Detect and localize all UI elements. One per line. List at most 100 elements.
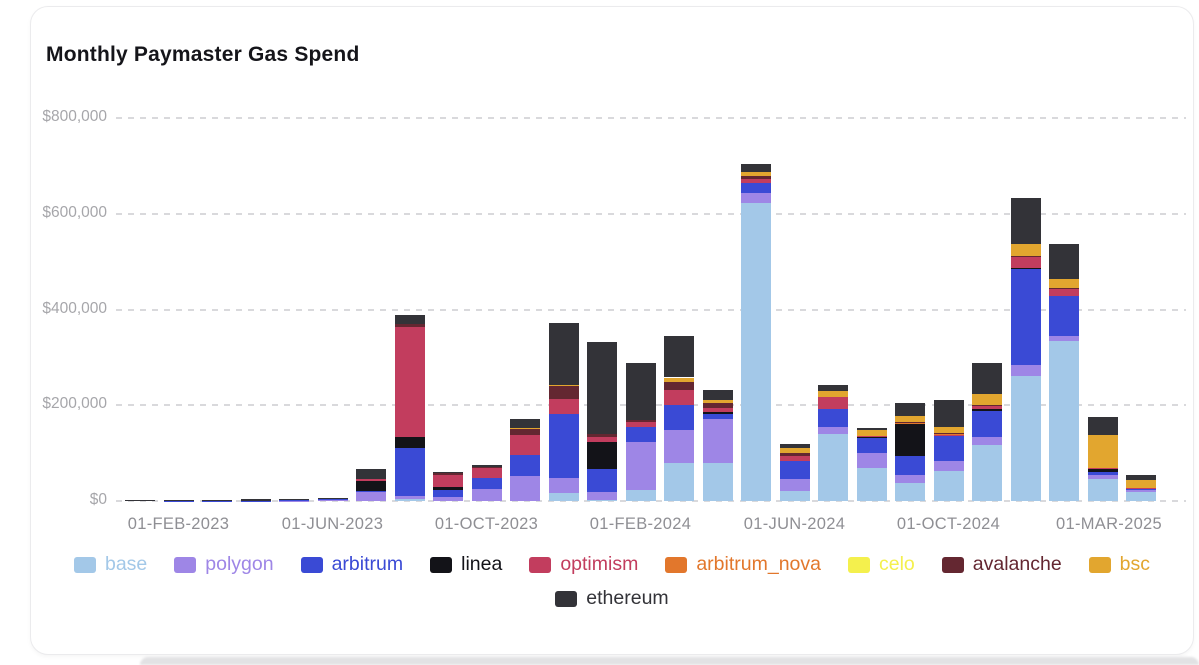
- bar-segment-ethereum[interactable]: [702, 390, 733, 400]
- bar-segment-arbitrum[interactable]: [1087, 471, 1118, 475]
- bar-segment-ethereum[interactable]: [394, 315, 425, 325]
- bar-segment-bsc[interactable]: [895, 415, 925, 422]
- bar-segment-ethereum[interactable]: [125, 500, 155, 501]
- legend-item-bsc[interactable]: bsc: [1088, 553, 1150, 576]
- bar-segment-base[interactable]: [779, 490, 810, 501]
- bar-segment-arbitrum[interactable]: [471, 477, 502, 490]
- bar-segment-bsc[interactable]: [972, 393, 1002, 405]
- bar-segment-linea[interactable]: [587, 441, 617, 470]
- bar-segment-ethereum[interactable]: [818, 384, 848, 392]
- legend-item-avalanche[interactable]: avalanche: [941, 553, 1062, 576]
- bar-segment-ethereum[interactable]: [471, 464, 502, 467]
- bar-segment-arbitrum[interactable]: [394, 447, 425, 496]
- bar-segment-arbitrum[interactable]: [818, 408, 848, 427]
- bar-segment-base[interactable]: [664, 463, 694, 501]
- bar-segment-polygon[interactable]: [394, 495, 425, 499]
- bar-segment-avalanche[interactable]: [548, 386, 579, 400]
- bar-segment-polygon[interactable]: [1010, 365, 1041, 377]
- bar-segment-ethereum[interactable]: [933, 400, 964, 428]
- bar-segment-avalanche[interactable]: [394, 324, 425, 328]
- bar-segment-base[interactable]: [741, 203, 771, 501]
- bar-segment-arbitrum[interactable]: [741, 183, 771, 194]
- bar-segment-avalanche[interactable]: [741, 176, 771, 180]
- bar-segment-polygon[interactable]: [471, 489, 502, 501]
- bar-segment-ethereum[interactable]: [1049, 243, 1079, 280]
- bar-segment-ethereum[interactable]: [510, 419, 540, 429]
- bar-segment-ethereum[interactable]: [587, 341, 617, 434]
- bar-segment-optimism[interactable]: [1049, 289, 1079, 297]
- bar-segment-arbitrum[interactable]: [587, 469, 617, 493]
- bar-segment-bsc[interactable]: [741, 171, 771, 177]
- bar-segment-base[interactable]: [856, 467, 887, 501]
- bar-segment-linea[interactable]: [433, 487, 463, 490]
- bar-segment-optimism[interactable]: [779, 455, 810, 462]
- bar-segment-polygon[interactable]: [625, 441, 656, 490]
- bar-segment-arbitrum[interactable]: [279, 500, 309, 501]
- bar-segment-arbitrum[interactable]: [664, 405, 694, 431]
- bar-segment-polygon[interactable]: [433, 497, 463, 501]
- bar-segment-avalanche[interactable]: [1049, 288, 1079, 290]
- bar-segment-base[interactable]: [895, 482, 925, 501]
- bar-segment-polygon[interactable]: [1126, 490, 1156, 492]
- bar-segment-avalanche[interactable]: [1010, 256, 1041, 258]
- bar-segment-arbitrum[interactable]: [856, 437, 887, 454]
- bar-segment-arbitrum[interactable]: [625, 426, 656, 442]
- bar-segment-arbitrum[interactable]: [1126, 488, 1156, 490]
- bar-segment-ethereum[interactable]: [625, 363, 656, 421]
- bar-segment-optimism[interactable]: [625, 422, 656, 427]
- bar-segment-bsc[interactable]: [856, 430, 887, 436]
- bar-segment-optimism[interactable]: [1087, 468, 1118, 470]
- bar-segment-arbitrum[interactable]: [1049, 296, 1079, 336]
- bar-segment-avalanche[interactable]: [625, 420, 656, 423]
- bar-segment-linea[interactable]: [356, 481, 386, 491]
- legend-item-optimism[interactable]: optimism: [529, 553, 638, 576]
- bar-segment-optimism[interactable]: [856, 435, 887, 437]
- bar-segment-optimism[interactable]: [587, 436, 617, 442]
- bar-segment-arbitrum_nova[interactable]: [895, 422, 925, 424]
- bar-segment-bsc[interactable]: [702, 399, 733, 403]
- bar-segment-polygon[interactable]: [702, 418, 733, 464]
- bar-segment-base[interactable]: [933, 471, 964, 501]
- bar-segment-linea[interactable]: [702, 412, 733, 414]
- bar-segment-arbitrum[interactable]: [433, 489, 463, 498]
- bar-segment-polygon[interactable]: [741, 193, 771, 204]
- bar-segment-optimism[interactable]: [664, 390, 694, 406]
- bar-segment-ethereum[interactable]: [779, 443, 810, 449]
- bar-segment-base[interactable]: [1049, 340, 1079, 501]
- bar-segment-bsc[interactable]: [1126, 480, 1156, 488]
- bar-segment-avalanche[interactable]: [664, 382, 694, 391]
- bar-segment-polygon[interactable]: [818, 426, 848, 434]
- bar-segment-base[interactable]: [394, 498, 425, 501]
- bar-segment-ethereum[interactable]: [972, 362, 1002, 394]
- bar-segment-polygon[interactable]: [972, 436, 1002, 445]
- bar-segment-polygon[interactable]: [317, 498, 348, 501]
- bar-segment-optimism[interactable]: [510, 434, 540, 455]
- bar-segment-polygon[interactable]: [856, 453, 887, 468]
- bar-segment-polygon[interactable]: [779, 479, 810, 491]
- bar-segment-ethereum[interactable]: [1087, 416, 1118, 435]
- bar-segment-optimism[interactable]: [972, 405, 1002, 410]
- bar-segment-avalanche[interactable]: [587, 433, 617, 437]
- bar-segment-base[interactable]: [625, 489, 656, 501]
- bar-segment-linea[interactable]: [972, 409, 1002, 411]
- bar-segment-ethereum[interactable]: [548, 323, 579, 386]
- bar-segment-polygon[interactable]: [1049, 335, 1079, 341]
- bar-segment-base[interactable]: [1087, 478, 1118, 501]
- bar-segment-ethereum[interactable]: [1010, 197, 1041, 244]
- legend-item-base[interactable]: base: [73, 553, 147, 576]
- bar-segment-ethereum[interactable]: [240, 499, 271, 501]
- bar-segment-bsc[interactable]: [933, 427, 964, 434]
- bar-segment-ethereum[interactable]: [356, 469, 386, 479]
- bar-segment-base[interactable]: [548, 492, 579, 501]
- bar-segment-arbitrum[interactable]: [779, 461, 810, 480]
- bar-segment-optimism[interactable]: [394, 327, 425, 438]
- bar-segment-polygon[interactable]: [1087, 474, 1118, 479]
- bar-segment-arbitrum[interactable]: [702, 413, 733, 419]
- bar-segment-avalanche[interactable]: [433, 473, 463, 476]
- bar-segment-ethereum[interactable]: [433, 471, 463, 474]
- bar-segment-ethereum[interactable]: [279, 498, 309, 501]
- bar-segment-optimism[interactable]: [933, 434, 964, 437]
- bar-segment-bsc[interactable]: [1087, 434, 1118, 469]
- bar-segment-avalanche[interactable]: [972, 404, 1002, 406]
- legend-item-linea[interactable]: linea: [430, 553, 502, 576]
